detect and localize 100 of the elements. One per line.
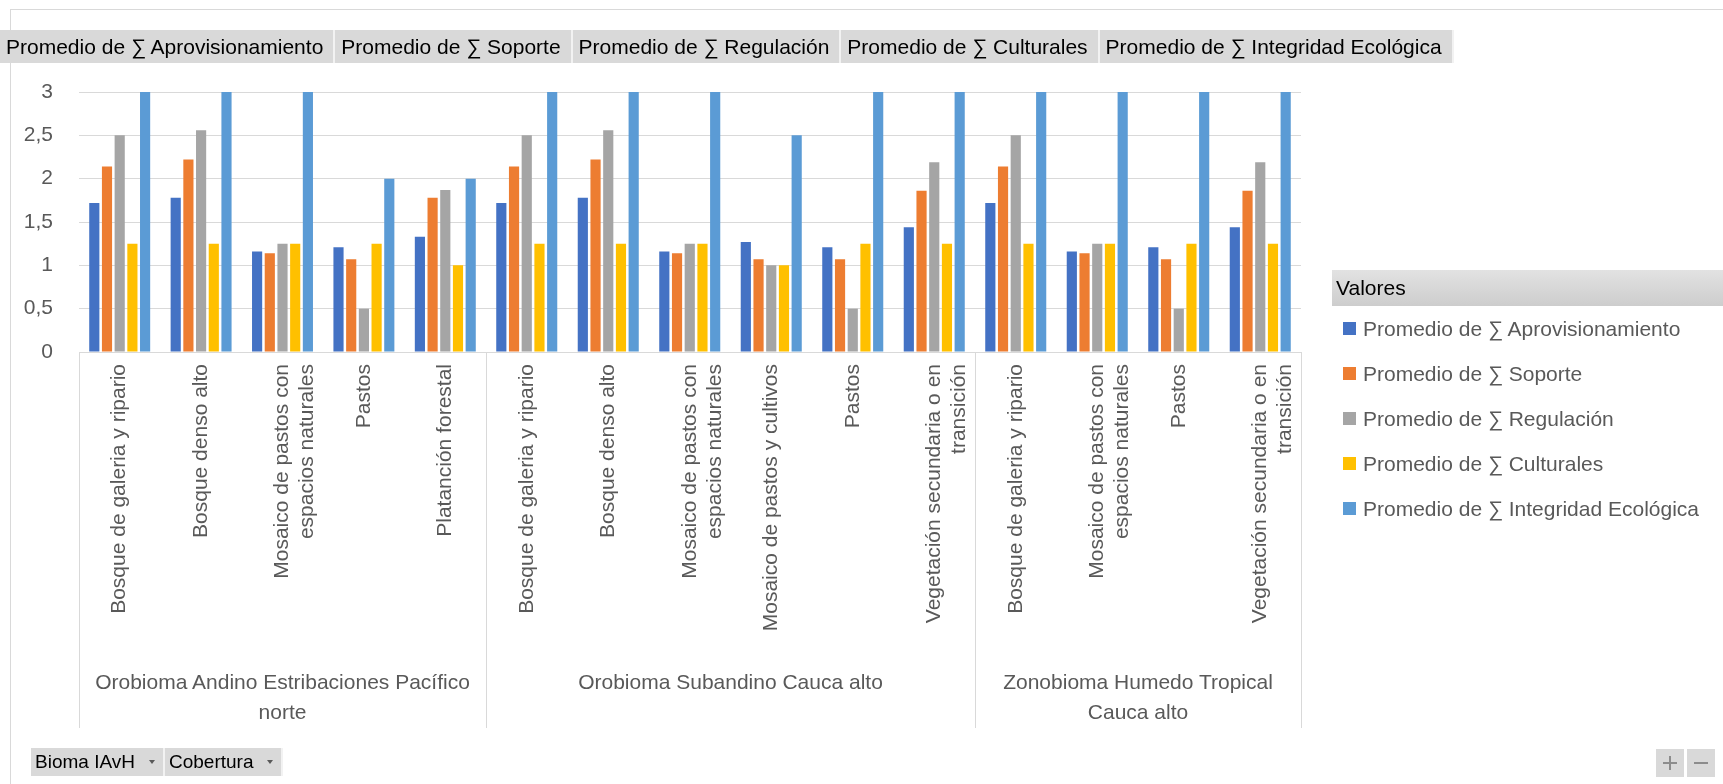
bar: [302, 92, 313, 352]
bar: [791, 135, 802, 352]
x-tick-label: Mosaico de pastos y cultivos: [758, 364, 782, 632]
field-button: Promedio de ∑ Culturales: [841, 30, 1100, 63]
bar: [1173, 308, 1184, 352]
bar: [1280, 92, 1291, 352]
bar: [1160, 259, 1172, 352]
x-tick-label: Bosque denso alto: [187, 364, 211, 538]
bar: [547, 92, 558, 352]
bar: [264, 253, 275, 352]
bar: [127, 243, 138, 352]
bar: [140, 92, 151, 352]
bar: [1023, 243, 1034, 352]
bar: [452, 265, 464, 352]
bar: [740, 241, 751, 352]
y-tick-label: 1,5: [23, 208, 53, 232]
bar: [1066, 251, 1077, 352]
bar: [1079, 253, 1090, 352]
x-tick-label: Bosque de galeria y ripario: [1002, 364, 1026, 614]
bar: [753, 259, 764, 352]
bar: [903, 227, 914, 352]
bar: [628, 92, 639, 352]
field-button: Promedio de ∑ Regulación: [572, 30, 842, 63]
legend-label: Promedio de ∑ Soporte: [1363, 361, 1583, 386]
bar: [941, 243, 953, 352]
bar: [89, 202, 100, 352]
bar: [252, 251, 263, 352]
x-tick-label: Pastos: [839, 364, 863, 429]
x-axis-title: Orobioma Subandino Cauca alto: [578, 669, 883, 693]
bar: [710, 92, 721, 352]
bar: [183, 159, 194, 352]
x-tick-label: Pastos: [1165, 364, 1189, 429]
bar: [1267, 243, 1279, 352]
x-tick-label: Mosaico de pastos con espacios naturales: [676, 364, 725, 579]
bar: [1199, 92, 1210, 352]
bar: [1036, 92, 1047, 352]
bar: [590, 159, 601, 352]
bar: [954, 92, 965, 352]
legend-label: Promedio de ∑ Culturales: [1363, 451, 1604, 476]
field-button: Cobertura: [164, 748, 284, 776]
bar: [440, 189, 451, 352]
bar: [521, 135, 532, 352]
legend-label: Promedio de ∑ Regulación: [1363, 406, 1614, 431]
bar: [997, 166, 1009, 352]
bar: [834, 259, 846, 352]
bar: [333, 247, 344, 352]
x-axis-title: Zonobioma Humedo Tropical Cauca alto: [1003, 669, 1273, 723]
bar: [822, 247, 833, 352]
bar: [697, 243, 708, 352]
bar: [1229, 227, 1240, 352]
bar: [277, 243, 288, 352]
bar: [170, 197, 181, 352]
bar: [290, 243, 301, 352]
field-button: Promedio de ∑ Integridad Ecológica: [1099, 30, 1454, 63]
bar: [1010, 135, 1021, 352]
y-tick-label: 1: [41, 252, 53, 276]
y-tick-label: 0,5: [23, 295, 53, 319]
field-button: Promedio de ∑ Aprovisionamiento: [0, 30, 336, 63]
bar: [778, 265, 790, 352]
bar: [577, 197, 588, 352]
bar: [847, 308, 858, 352]
bar: [1186, 243, 1197, 352]
bar: [985, 202, 996, 352]
bar: [196, 130, 207, 352]
x-tick-label: Bosque de galeria y ripario: [513, 364, 537, 614]
legend-label: Promedio de ∑ Aprovisionamiento: [1363, 316, 1681, 341]
x-tick-label: Bosque denso alto: [595, 364, 619, 538]
bar: [1255, 162, 1266, 352]
bar: [1148, 247, 1159, 352]
bar: [371, 243, 382, 352]
x-tick-label: Platanción forestal: [432, 364, 456, 537]
bar: [860, 243, 871, 352]
bar: [496, 202, 507, 352]
y-tick-label: 2: [41, 165, 53, 189]
field-button: Bioma IAvH: [31, 748, 165, 776]
legend-title: Valores: [1332, 270, 1723, 306]
field-button: Promedio de ∑ Soporte: [335, 30, 573, 63]
bar: [1104, 243, 1116, 352]
x-tick-label: Vegetación secundaria o en transición: [921, 364, 970, 624]
x-axis-title: Orobioma Andino Estribaciones Pacífico norte: [95, 669, 470, 723]
bar: [508, 166, 520, 352]
bar: [465, 178, 476, 352]
bar: [684, 243, 695, 352]
bar: [101, 166, 113, 352]
bar: [221, 92, 232, 352]
bar: [114, 135, 125, 352]
bar: [358, 308, 369, 352]
x-tick-label: Bosque de galeria y ripario: [106, 364, 130, 614]
bar: [873, 92, 884, 352]
bar: [346, 259, 357, 352]
bar: [414, 236, 425, 352]
bar: [671, 253, 683, 352]
bar: [1092, 243, 1103, 352]
legend-label: Promedio de ∑ Integridad Ecológica: [1363, 496, 1699, 521]
bar: [659, 251, 670, 352]
x-tick-label: Vegetación secundaria o en transición: [1247, 364, 1296, 624]
bar: [766, 265, 777, 352]
bar: [1242, 190, 1253, 352]
bar: [534, 243, 545, 352]
x-tick-label: Pastos: [350, 364, 374, 429]
